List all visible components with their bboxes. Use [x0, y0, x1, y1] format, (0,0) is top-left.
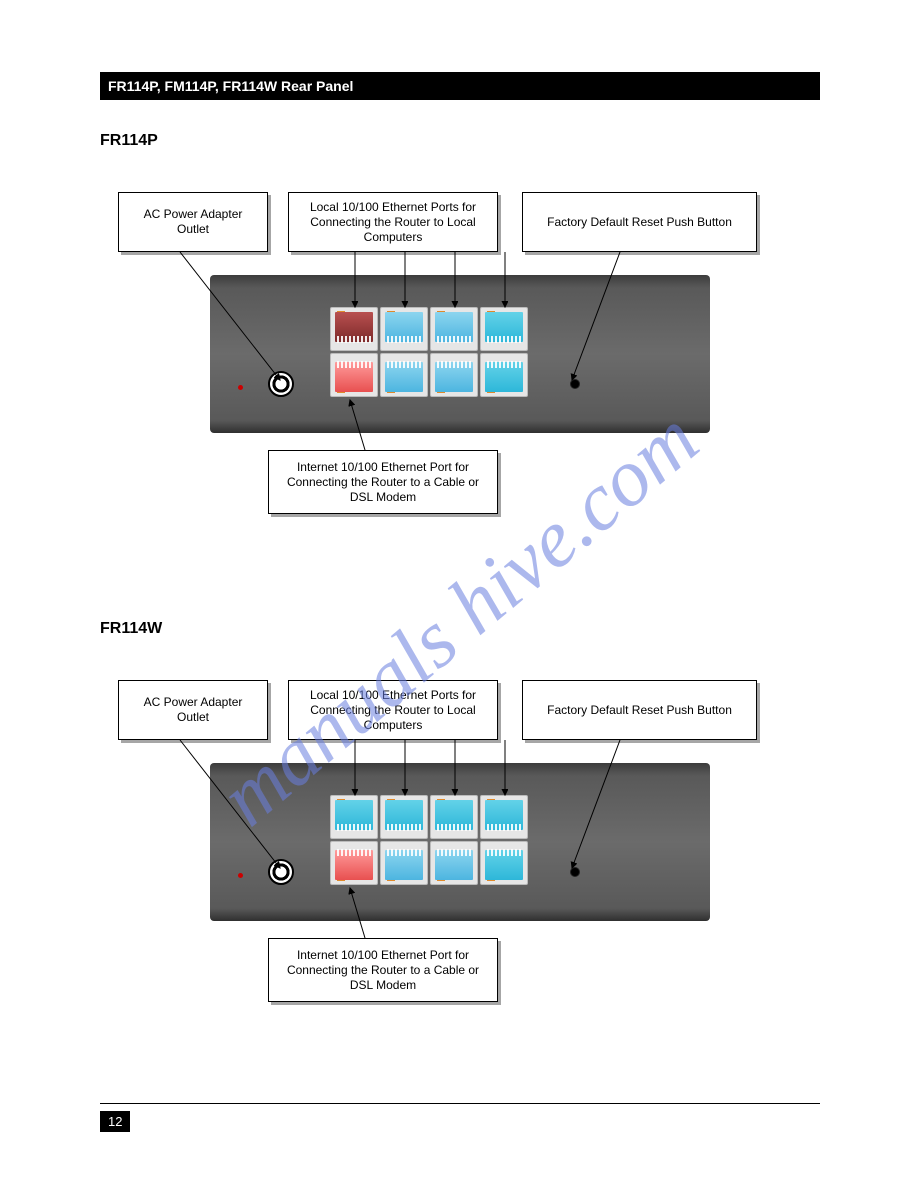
port-r1c1 — [330, 307, 378, 351]
leader-reset-1 — [560, 252, 640, 392]
section-title-fr114w: FR114W — [100, 620, 162, 638]
callout-local-2: Local 10/100 Ethernet Ports for Connecti… — [288, 680, 498, 740]
leader-reset-2 — [560, 740, 640, 880]
leader-local-1 — [345, 252, 545, 312]
page-number: 12 — [100, 1111, 130, 1132]
callout-reset-2: Factory Default Reset Push Button — [522, 680, 757, 740]
port2-r2c4 — [480, 841, 528, 885]
page-header: FR114P, FM114P, FR114W Rear Panel — [100, 72, 820, 100]
leader-internet-1 — [330, 400, 390, 455]
callout-internet-2: Internet 10/100 Ethernet Port for Connec… — [268, 938, 498, 1002]
port-r1c4 — [480, 307, 528, 351]
port-r2c1 — [330, 353, 378, 397]
port2-r1c2 — [380, 795, 428, 839]
port-grid-2 — [330, 795, 528, 885]
leader-power-1 — [150, 252, 300, 392]
port-r2c2 — [380, 353, 428, 397]
callout-power-1: AC Power Adapter Outlet — [118, 192, 268, 252]
port2-r2c2 — [380, 841, 428, 885]
port2-r2c3 — [430, 841, 478, 885]
port2-r1c1 — [330, 795, 378, 839]
leader-internet-2 — [330, 888, 390, 943]
port-grid-1 — [330, 307, 528, 397]
port2-r1c3 — [430, 795, 478, 839]
port-r1c3 — [430, 307, 478, 351]
callout-local-1: Local 10/100 Ethernet Ports for Connecti… — [288, 192, 498, 252]
port-r2c3 — [430, 353, 478, 397]
leader-power-2 — [150, 740, 300, 880]
port-r2c4 — [480, 353, 528, 397]
port2-r1c4 — [480, 795, 528, 839]
port2-r2c1 — [330, 841, 378, 885]
port-r1c2 — [380, 307, 428, 351]
leader-local-2 — [345, 740, 545, 800]
callout-reset-1: Factory Default Reset Push Button — [522, 192, 757, 252]
callout-internet-1: Internet 10/100 Ethernet Port for Connec… — [268, 450, 498, 514]
footer-rule — [100, 1103, 820, 1104]
section-title-fr114p: FR114P — [100, 132, 158, 150]
callout-power-2: AC Power Adapter Outlet — [118, 680, 268, 740]
